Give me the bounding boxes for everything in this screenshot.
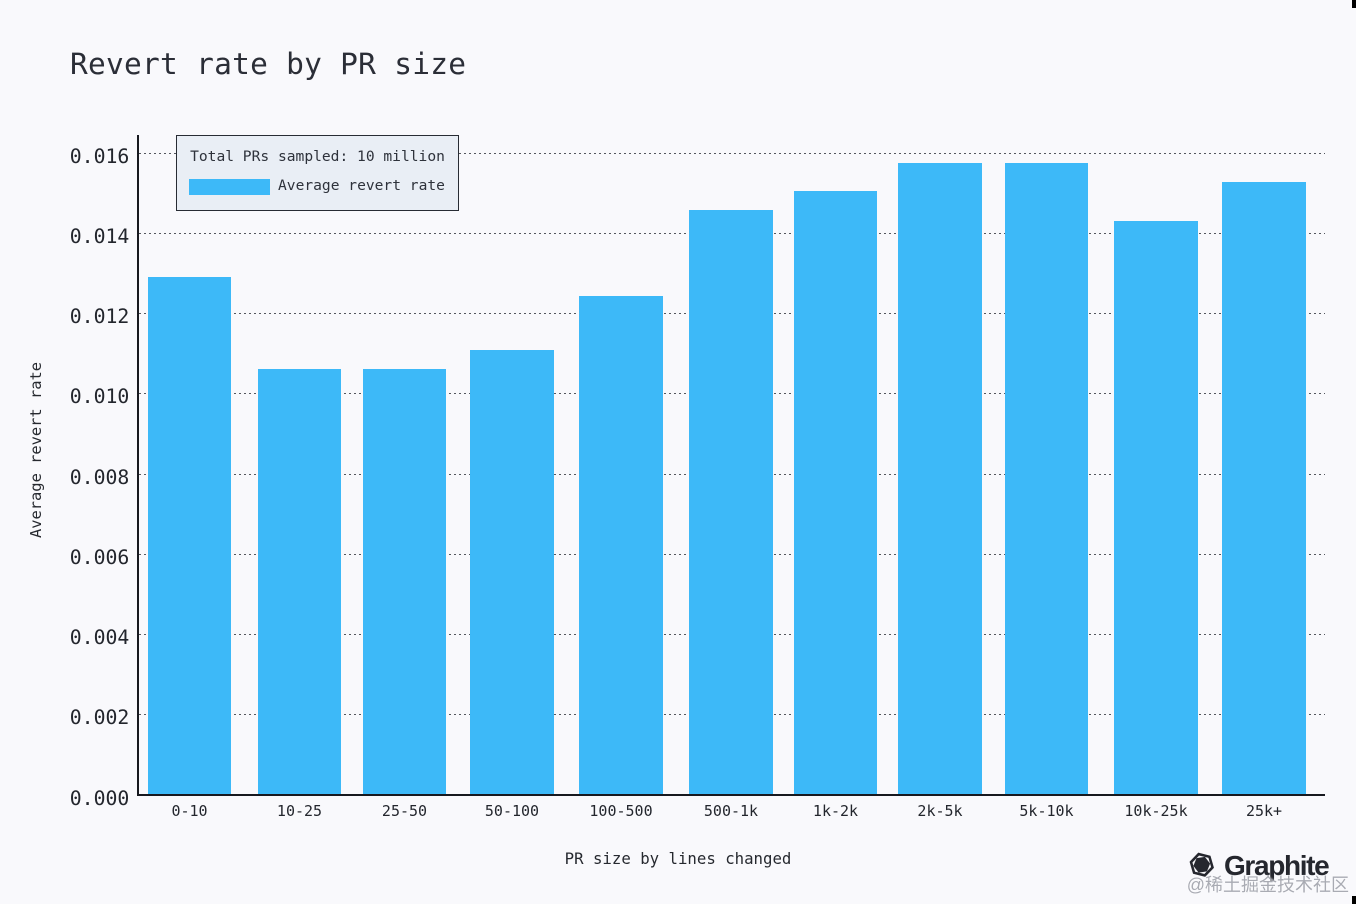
corner-artifact-top-right <box>1352 0 1356 8</box>
watermark: @稀土掘金技术社区 <box>1186 875 1349 895</box>
x-tick-label: 5k-10k <box>1019 801 1074 820</box>
y-tick-label: 0.012 <box>69 305 130 329</box>
x-axis-line <box>136 794 1325 796</box>
x-tick-label: 50-100 <box>484 801 540 820</box>
corner-artifact-bottom-right <box>1352 896 1356 904</box>
x-tick-label: 2k-5k <box>917 801 963 820</box>
x-tick-label: 25k+ <box>1245 801 1283 820</box>
y-tick-label: 0.016 <box>69 144 130 168</box>
y-tick-label: 0.014 <box>69 224 130 248</box>
x-tick-label: 1k-2k <box>812 801 859 820</box>
y-axis-title: Average revert rate <box>27 361 45 539</box>
y-tick-label: 0.004 <box>69 626 130 650</box>
y-tick-label: 0.000 <box>69 786 130 810</box>
graphite-hexagon-icon <box>1189 852 1214 877</box>
bar-5k-10k <box>1004 162 1089 794</box>
legend-entry-label: Average revert rate <box>278 176 445 194</box>
chart-title: Revert rate by PR size <box>70 47 467 81</box>
bar-25k+ <box>1222 181 1306 794</box>
y-tick-label: 0.008 <box>69 465 130 489</box>
legend-swatch <box>189 179 270 195</box>
x-tick-label: 10-25 <box>276 801 323 820</box>
y-axis-line <box>137 135 139 796</box>
x-tick-label: 25-50 <box>381 801 428 820</box>
x-tick-label: 10k-25k <box>1124 801 1188 820</box>
legend-box: Total PRs sampled: 10 million Average re… <box>176 135 459 211</box>
y-tick-label: 0.006 <box>69 545 130 569</box>
bar-50-100 <box>470 349 554 794</box>
graphite-logo-text: Graphite <box>1224 850 1330 881</box>
bar-1k-2k <box>793 190 878 794</box>
x-axis-title: PR size by lines changed <box>564 849 792 868</box>
bar-25-50 <box>362 368 447 794</box>
bar-500-1k <box>689 210 773 794</box>
x-tick-label: 100-500 <box>589 801 653 820</box>
x-tick-label: 500-1k <box>703 801 759 820</box>
y-tick-label: 0.002 <box>69 706 130 730</box>
bar-2k-5k <box>898 162 982 794</box>
bar-10-25 <box>257 368 342 794</box>
x-tick-label: 0-10 <box>171 801 208 820</box>
gridline <box>138 152 1325 154</box>
legend-title: Total PRs sampled: 10 million <box>190 148 445 166</box>
bar-0-10 <box>147 277 232 794</box>
bar-100-500 <box>579 296 663 794</box>
bar-10k-25k <box>1114 221 1198 794</box>
y-tick-label: 0.010 <box>69 385 130 409</box>
